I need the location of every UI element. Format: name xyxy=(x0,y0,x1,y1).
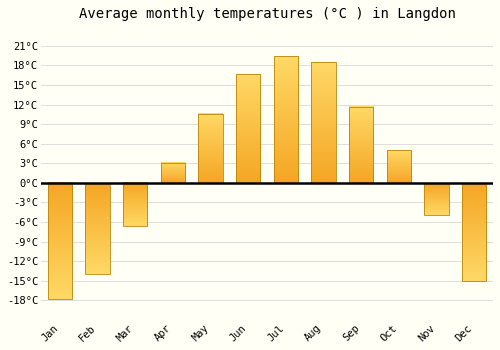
Bar xyxy=(349,106,374,183)
Bar xyxy=(274,56,298,183)
Bar xyxy=(312,62,336,183)
Bar xyxy=(85,183,110,274)
Bar xyxy=(236,74,260,183)
Title: Average monthly temperatures (°C ) in Langdon: Average monthly temperatures (°C ) in La… xyxy=(78,7,456,21)
Bar xyxy=(198,114,222,183)
Bar xyxy=(48,183,72,299)
Bar xyxy=(160,163,185,183)
Bar xyxy=(123,183,148,226)
Bar xyxy=(386,150,411,183)
Bar xyxy=(424,183,449,215)
Bar xyxy=(462,183,486,281)
